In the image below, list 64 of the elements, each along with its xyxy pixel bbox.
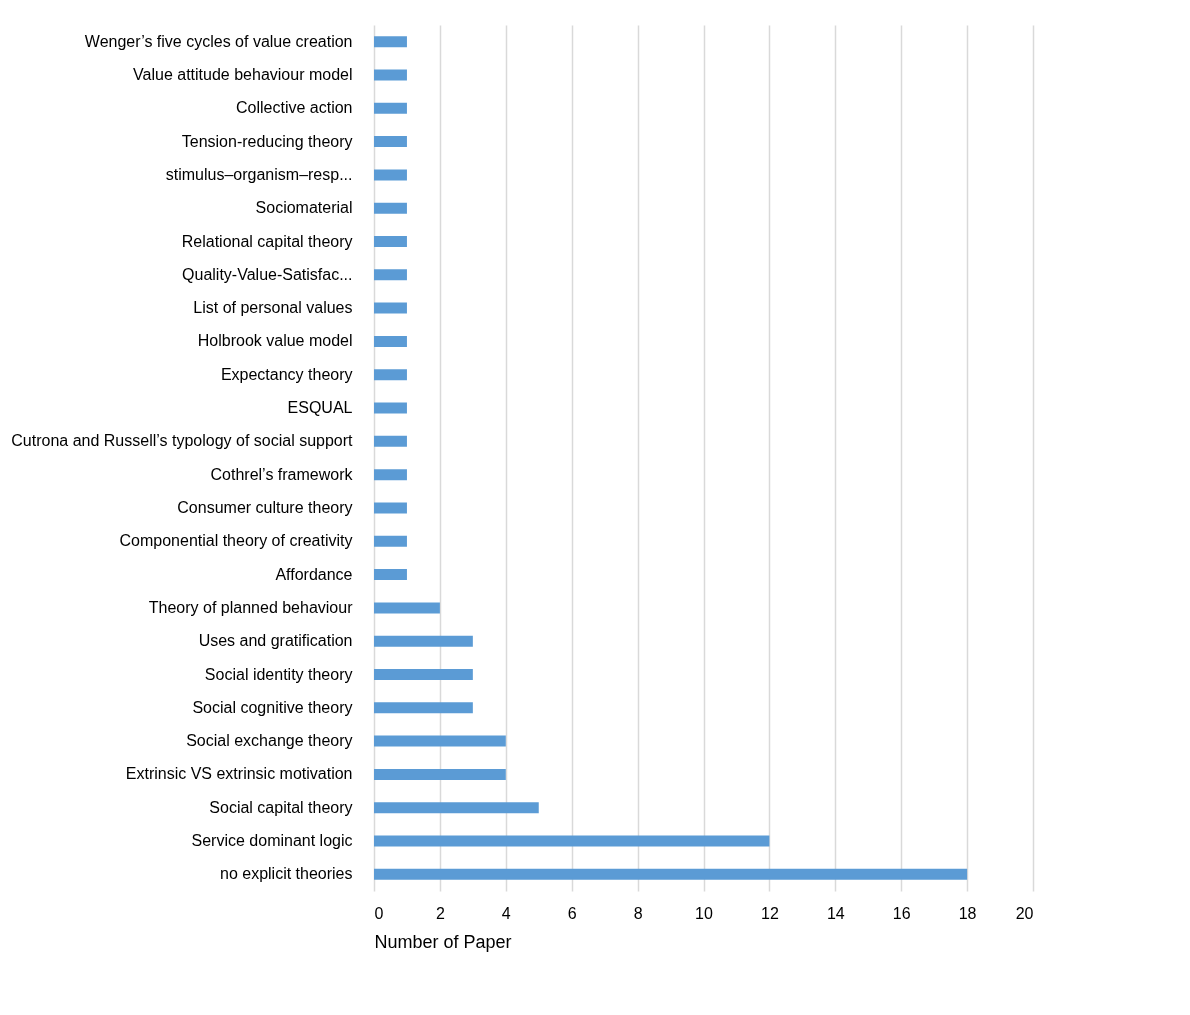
y-tick-label: Affordance xyxy=(275,565,353,583)
bar xyxy=(374,535,407,547)
bar xyxy=(374,602,440,614)
bar xyxy=(374,702,473,714)
y-tick-label: stimulus–organism–resp... xyxy=(165,165,353,183)
y-tick-label: Holbrook value model xyxy=(197,332,353,350)
y-tick-label: Sociomaterial xyxy=(255,199,353,217)
bar xyxy=(374,768,506,780)
y-tick-label: Collective action xyxy=(236,99,353,117)
bar xyxy=(374,302,407,314)
x-tick-label: 4 xyxy=(501,904,511,922)
bar xyxy=(374,36,407,48)
y-tick-label: Service dominant logic xyxy=(191,832,353,850)
y-tick-label: Consumer culture theory xyxy=(177,498,353,516)
x-tick-label: 20 xyxy=(1015,904,1034,922)
x-tick-label: 2 xyxy=(435,904,445,922)
bar xyxy=(374,735,506,747)
bar xyxy=(374,435,407,447)
x-tick-label: 18 xyxy=(958,904,977,922)
y-tick-label: Wenger’s five cycles of value creation xyxy=(84,32,353,50)
y-tick-label: no explicit theories xyxy=(219,865,353,883)
y-tick-label: Cothrel’s framework xyxy=(210,465,354,483)
y-tick-label: Social exchange theory xyxy=(186,732,353,750)
bar xyxy=(374,169,407,181)
y-tick-label: Componential theory of creativity xyxy=(119,532,353,550)
x-tick-label: 12 xyxy=(761,904,779,922)
bar xyxy=(374,669,473,680)
bar xyxy=(374,236,407,247)
x-tick-label: 10 xyxy=(695,904,713,922)
bar xyxy=(374,335,407,347)
bar xyxy=(374,469,407,481)
y-tick-label: ESQUAL xyxy=(287,399,353,417)
y-tick-label: List of personal values xyxy=(193,299,353,317)
y-tick-label: Social cognitive theory xyxy=(192,698,353,716)
y-tick-label: Expectancy theory xyxy=(220,365,353,383)
x-tick-label: 8 xyxy=(633,904,643,922)
x-tick-label: 0 xyxy=(374,904,384,922)
bar xyxy=(374,868,968,880)
bar xyxy=(374,569,407,581)
bar xyxy=(374,269,407,281)
x-tick-label: 6 xyxy=(567,904,577,922)
y-tick-label: Tension-reducing theory xyxy=(181,132,353,150)
x-tick-label: 16 xyxy=(892,904,911,922)
bar xyxy=(374,102,407,114)
y-tick-label: Relational capital theory xyxy=(181,232,353,250)
x-tick-label: 14 xyxy=(826,904,845,922)
y-tick-label: Social identity theory xyxy=(204,665,353,683)
bar xyxy=(374,835,770,847)
bar xyxy=(374,635,473,647)
bar xyxy=(374,502,407,514)
bar xyxy=(374,802,539,814)
bar xyxy=(374,402,407,414)
y-tick-label: Theory of planned behaviour xyxy=(148,598,354,616)
y-tick-label: Social capital theory xyxy=(209,798,353,816)
y-tick-label: Value attitude behaviour model xyxy=(133,65,353,83)
bar xyxy=(374,369,407,381)
y-tick-label: Cutrona and Russell’s typology of social support xyxy=(11,432,354,450)
bar xyxy=(374,69,407,81)
y-tick-label: Quality-Value-Satisfac... xyxy=(182,265,353,283)
bar xyxy=(374,136,407,148)
y-tick-label: Uses and gratification xyxy=(198,632,353,650)
y-tick-label: Extrinsic VS extrinsic motivation xyxy=(125,765,353,783)
x-axis-title: Number of Paper xyxy=(374,931,512,952)
bar xyxy=(374,202,407,214)
